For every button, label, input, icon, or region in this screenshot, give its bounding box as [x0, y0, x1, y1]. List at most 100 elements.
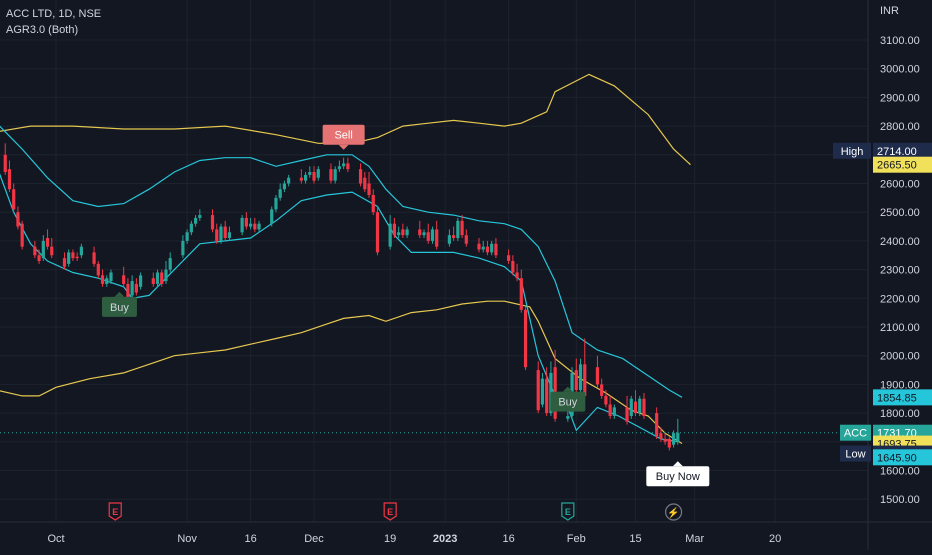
- candle-body[interactable]: [219, 226, 223, 241]
- candle-body[interactable]: [71, 252, 75, 259]
- signal-label-buy[interactable]: Buy: [101, 291, 137, 317]
- candle-body[interactable]: [189, 223, 193, 233]
- candle-body[interactable]: [16, 212, 20, 227]
- candle-body[interactable]: [600, 384, 604, 396]
- earnings-icon[interactable]: [561, 502, 575, 521]
- candle-body[interactable]: [578, 364, 583, 391]
- candle-body[interactable]: [676, 432, 680, 442]
- candle-body[interactable]: [464, 235, 468, 244]
- lightning-icon[interactable]: [664, 503, 683, 521]
- price-axis-badge[interactable]: [873, 449, 932, 466]
- candle-body[interactable]: [430, 229, 435, 241]
- candle-body[interactable]: [41, 240, 45, 259]
- candle-body[interactable]: [519, 278, 523, 310]
- candle-body[interactable]: [490, 243, 494, 253]
- candle-body[interactable]: [253, 223, 257, 230]
- candle-body[interactable]: [105, 278, 109, 284]
- candle-body[interactable]: [210, 215, 215, 230]
- candle-body[interactable]: [287, 177, 291, 184]
- candle-body[interactable]: [655, 413, 659, 437]
- candle-body[interactable]: [329, 169, 333, 181]
- candle-body[interactable]: [540, 378, 545, 405]
- candle-body[interactable]: [185, 232, 189, 241]
- candle-body[interactable]: [494, 243, 498, 256]
- candle-body[interactable]: [45, 238, 50, 247]
- candle-body[interactable]: [367, 183, 371, 195]
- candle-body[interactable]: [134, 283, 138, 293]
- candle-body[interactable]: [240, 217, 244, 233]
- candle-body[interactable]: [388, 223, 392, 247]
- candle-body[interactable]: [3, 154, 7, 173]
- candle-body[interactable]: [595, 367, 600, 385]
- candle-body[interactable]: [612, 407, 616, 416]
- candle-body[interactable]: [62, 258, 67, 267]
- candle-body[interactable]: [452, 235, 456, 239]
- candle-body[interactable]: [227, 232, 232, 239]
- candle-body[interactable]: [181, 240, 185, 256]
- candle-body[interactable]: [566, 415, 570, 419]
- candle-body[interactable]: [401, 229, 405, 236]
- price-axis-badge[interactable]: [873, 156, 932, 173]
- candle-body[interactable]: [460, 220, 464, 236]
- candle-body[interactable]: [193, 217, 198, 224]
- candle-body[interactable]: [574, 370, 578, 391]
- candle-body[interactable]: [397, 232, 401, 236]
- candle-body[interactable]: [507, 255, 511, 261]
- candle-body[interactable]: [485, 246, 490, 253]
- candle-body[interactable]: [20, 223, 24, 247]
- signal-label-buy-now[interactable]: Buy Now: [646, 461, 710, 487]
- candle-body[interactable]: [342, 163, 346, 167]
- candle-body[interactable]: [523, 309, 528, 368]
- candle-body[interactable]: [418, 229, 422, 236]
- candle-body[interactable]: [109, 272, 113, 282]
- candle-body[interactable]: [363, 177, 367, 190]
- candle-body[interactable]: [481, 246, 485, 250]
- candle-body[interactable]: [608, 404, 612, 416]
- candle-body[interactable]: [33, 246, 37, 256]
- candle-body[interactable]: [198, 215, 202, 218]
- candle-body[interactable]: [426, 232, 430, 241]
- price-axis-badge[interactable]: [873, 142, 932, 159]
- candle-body[interactable]: [667, 438, 671, 448]
- candle-body[interactable]: [308, 172, 312, 175]
- candle-body[interactable]: [130, 281, 134, 296]
- candle-body[interactable]: [257, 223, 261, 230]
- candle-body[interactable]: [303, 174, 308, 181]
- candle-body[interactable]: [100, 275, 105, 284]
- candle-body[interactable]: [375, 212, 380, 253]
- candle-body[interactable]: [270, 209, 274, 224]
- candle-body[interactable]: [79, 246, 83, 256]
- candle-body[interactable]: [456, 220, 460, 239]
- candle-body[interactable]: [139, 275, 143, 287]
- candle-body[interactable]: [96, 263, 100, 276]
- candle-body[interactable]: [447, 235, 451, 244]
- candle-body[interactable]: [223, 226, 227, 239]
- candle-body[interactable]: [422, 232, 426, 236]
- symbol-title[interactable]: ACC LTD, 1D, NSE: [6, 8, 102, 20]
- signal-label-buy[interactable]: Buy: [550, 386, 586, 412]
- earnings-icon[interactable]: [108, 502, 122, 521]
- candle-body[interactable]: [160, 272, 164, 284]
- candle-body[interactable]: [629, 398, 633, 416]
- candle-body[interactable]: [659, 433, 663, 439]
- candle-body[interactable]: [358, 169, 363, 184]
- candle-body[interactable]: [392, 223, 396, 236]
- candle-body[interactable]: [7, 169, 12, 190]
- candle-body[interactable]: [122, 275, 126, 284]
- candle-body[interactable]: [282, 183, 287, 190]
- candle-body[interactable]: [663, 438, 667, 442]
- candle-body[interactable]: [312, 172, 316, 181]
- candle-body[interactable]: [435, 229, 439, 247]
- candle-body[interactable]: [92, 252, 96, 264]
- earnings-icon[interactable]: [383, 502, 397, 521]
- candle-body[interactable]: [536, 370, 540, 411]
- candle-body[interactable]: [151, 278, 155, 284]
- candle-body[interactable]: [515, 272, 519, 279]
- candle-body[interactable]: [545, 378, 549, 414]
- candle-body[interactable]: [316, 169, 320, 178]
- price-axis-badge[interactable]: [873, 389, 932, 406]
- candle-body[interactable]: [244, 217, 248, 227]
- indicator-title[interactable]: AGR3.0 (Both): [6, 24, 79, 36]
- candle-body[interactable]: [164, 269, 168, 282]
